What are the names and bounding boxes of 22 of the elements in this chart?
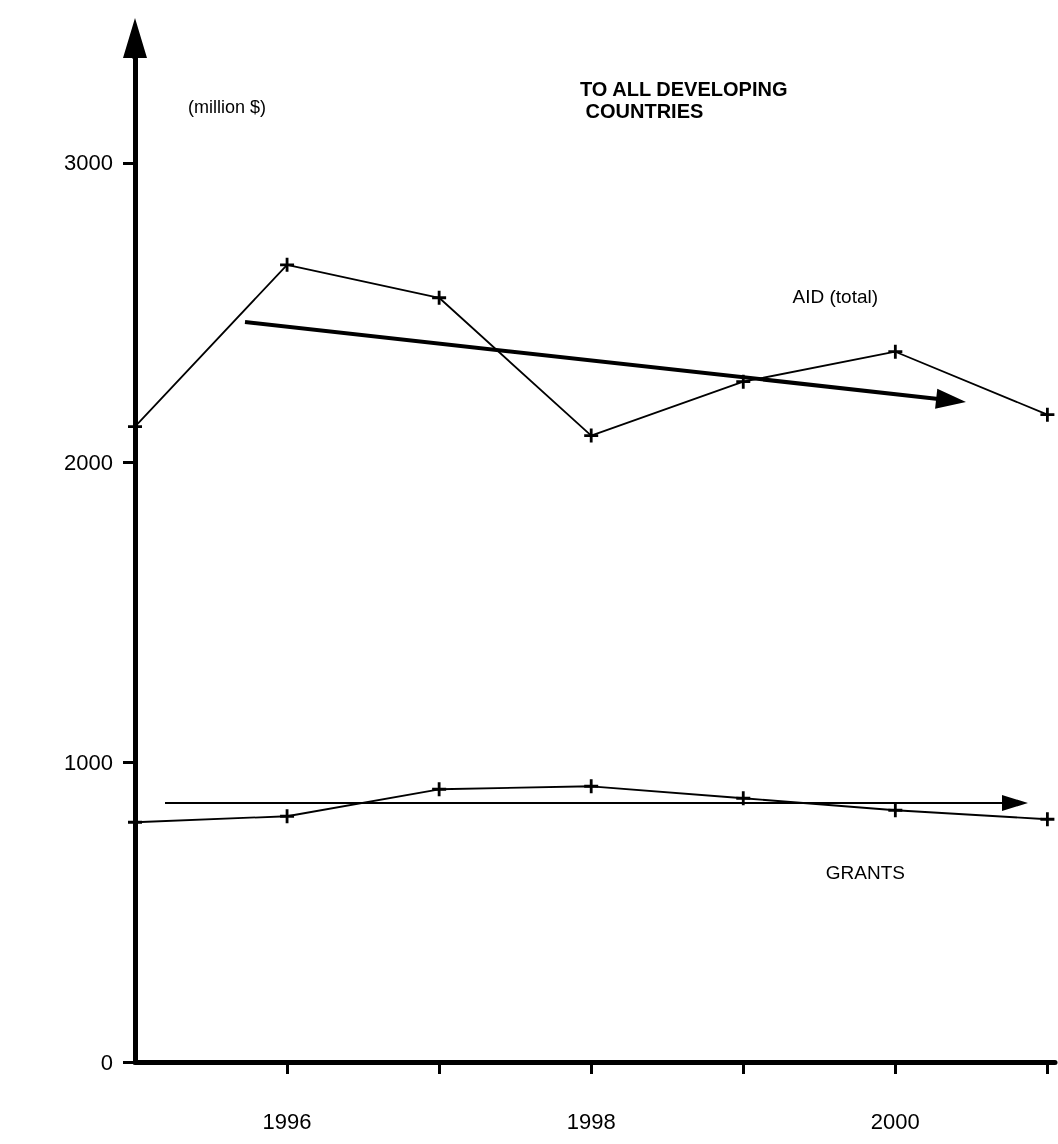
point: [888, 344, 903, 359]
y-tick-label: 3000: [64, 150, 113, 176]
point: [888, 803, 903, 818]
text: GRANTS: [825, 861, 905, 883]
x-tick-label: 2000: [870, 1108, 920, 1134]
point: [280, 809, 295, 824]
point: [432, 782, 447, 797]
text: TO ALL DEVELOPING COUNTRIES: [580, 78, 788, 122]
point: [1040, 407, 1055, 422]
x-tick-label: 1996: [262, 1108, 312, 1134]
y-axis-title: (million $): [188, 97, 267, 117]
point: [1040, 812, 1055, 827]
y-tick-label: 0: [100, 1049, 113, 1075]
text: AID (total): [792, 286, 879, 308]
point: [584, 428, 599, 443]
y-tick-label: 1000: [64, 749, 113, 775]
point: [432, 290, 447, 305]
point: [584, 779, 599, 794]
point: [280, 257, 295, 272]
y-tick-label: 2000: [64, 450, 113, 476]
point: [736, 791, 751, 806]
x-tick-label: 1998: [566, 1108, 616, 1134]
